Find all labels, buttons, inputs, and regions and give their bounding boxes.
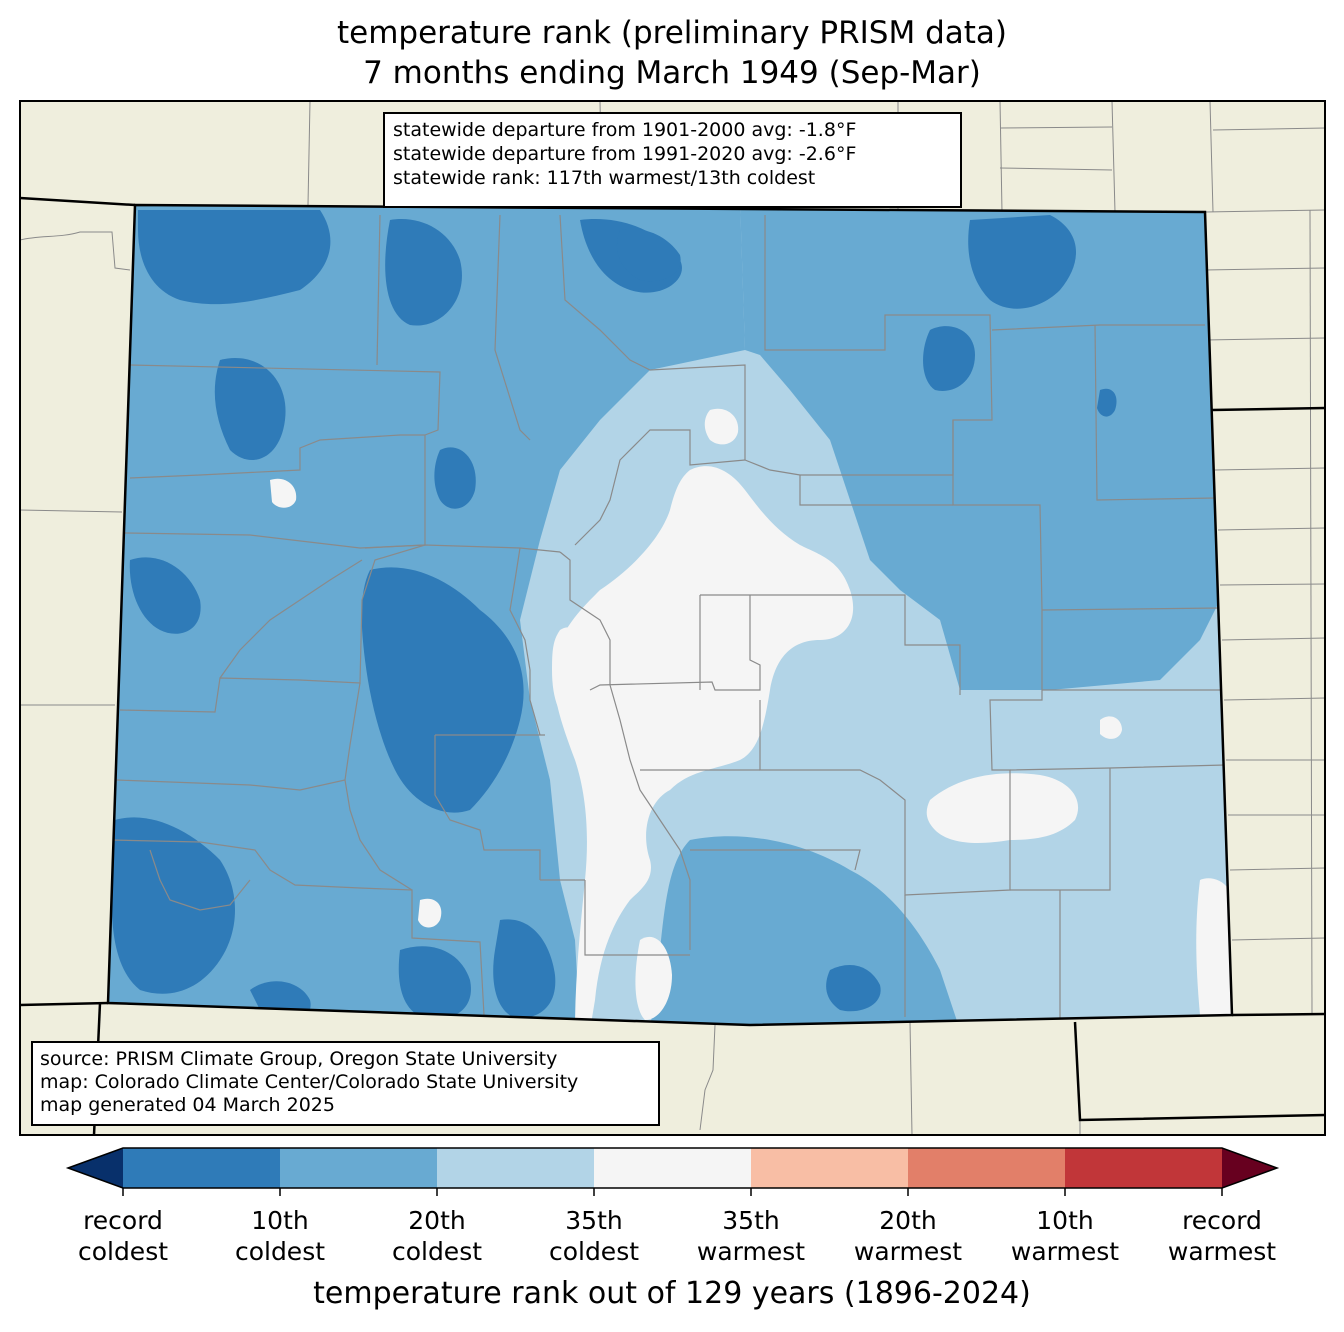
colorbar-tick-label: 20th coldest <box>357 1205 517 1267</box>
colorbar-segment <box>280 1148 438 1188</box>
colorbar-tick-label-rank: 20th <box>408 1206 466 1235</box>
colorado-county-lines <box>111 214 1226 1018</box>
colorbar-tick-label: 10th warmest <box>985 1205 1145 1267</box>
colorbar-tick-label-rank: 20th <box>879 1206 937 1235</box>
colorbar-segment <box>123 1148 281 1188</box>
source-credit: source: PRISM Climate Group, Oregon Stat… <box>40 1048 558 1070</box>
colorbar-segment <box>1065 1148 1223 1188</box>
map-title-line-1: temperature rank (preliminary PRISM data… <box>336 15 1007 51</box>
colorbar-tick-label-direction: coldest <box>77 1237 169 1266</box>
colorbar-tick-label-direction: coldest <box>391 1237 483 1266</box>
colorbar-segment <box>908 1148 1066 1188</box>
statewide-stats-box: statewide departure from 1901-2000 avg: … <box>383 112 962 208</box>
rank-near-normal-regions <box>270 408 1232 1025</box>
colorbar-extend-warm <box>1222 1148 1277 1188</box>
colorbar-tick-label: record warmest <box>1142 1205 1302 1267</box>
colorbar-tick-label: 10th coldest <box>200 1205 360 1267</box>
colorbar-extend-cold <box>68 1148 123 1188</box>
colorbar-tick-label: 35th warmest <box>671 1205 831 1267</box>
map-credit: map: Colorado Climate Center/Colorado St… <box>40 1071 579 1093</box>
departure-1901-2000: statewide departure from 1901-2000 avg: … <box>393 119 857 141</box>
colorbar-tick-label-direction: coldest <box>234 1237 326 1266</box>
colorbar-tick-label-direction: warmest <box>1167 1237 1277 1266</box>
source-credits-box: source: PRISM Climate Group, Oregon Stat… <box>31 1041 660 1126</box>
colorbar-tick-label: record coldest <box>43 1205 203 1267</box>
colorbar-segment <box>437 1148 595 1188</box>
colorbar-segment <box>594 1148 752 1188</box>
colorbar-tick-label-rank: 10th <box>1036 1206 1094 1235</box>
colorbar-tick-label-rank: record <box>83 1206 163 1235</box>
colorbar-tick-label-direction: warmest <box>853 1237 963 1266</box>
colorbar-tick-label-rank: 10th <box>251 1206 309 1235</box>
statewide-rank: statewide rank: 117th warmest/13th colde… <box>393 167 816 189</box>
map-title-line-2: 7 months ending March 1949 (Sep-Mar) <box>363 55 981 91</box>
map-frame <box>19 100 1326 1136</box>
colorado-state-border <box>106 203 1234 1027</box>
colorado-rank-fill <box>108 205 1232 1025</box>
colorbar-tick-label-direction: warmest <box>696 1237 806 1266</box>
colorbar-tick-label-direction: coldest <box>548 1237 640 1266</box>
colorbar-segment <box>751 1148 909 1188</box>
departure-1991-2020: statewide departure from 1991-2020 avg: … <box>393 143 857 165</box>
legend-colorbar <box>65 1147 1280 1196</box>
colorbar-tick-label-direction: warmest <box>1010 1237 1120 1266</box>
colorbar-tick-label: 35th coldest <box>514 1205 674 1267</box>
colorbar-tick-label-rank: record <box>1182 1206 1262 1235</box>
colorbar-tick-label: 20th warmest <box>828 1205 988 1267</box>
map-generated-date: map generated 04 March 2025 <box>40 1094 335 1116</box>
colorbar-tick-label-rank: 35th <box>722 1206 780 1235</box>
colorbar-tick-label-rank: 35th <box>565 1206 623 1235</box>
legend-title: temperature rank out of 129 years (1896-… <box>313 1276 1031 1311</box>
